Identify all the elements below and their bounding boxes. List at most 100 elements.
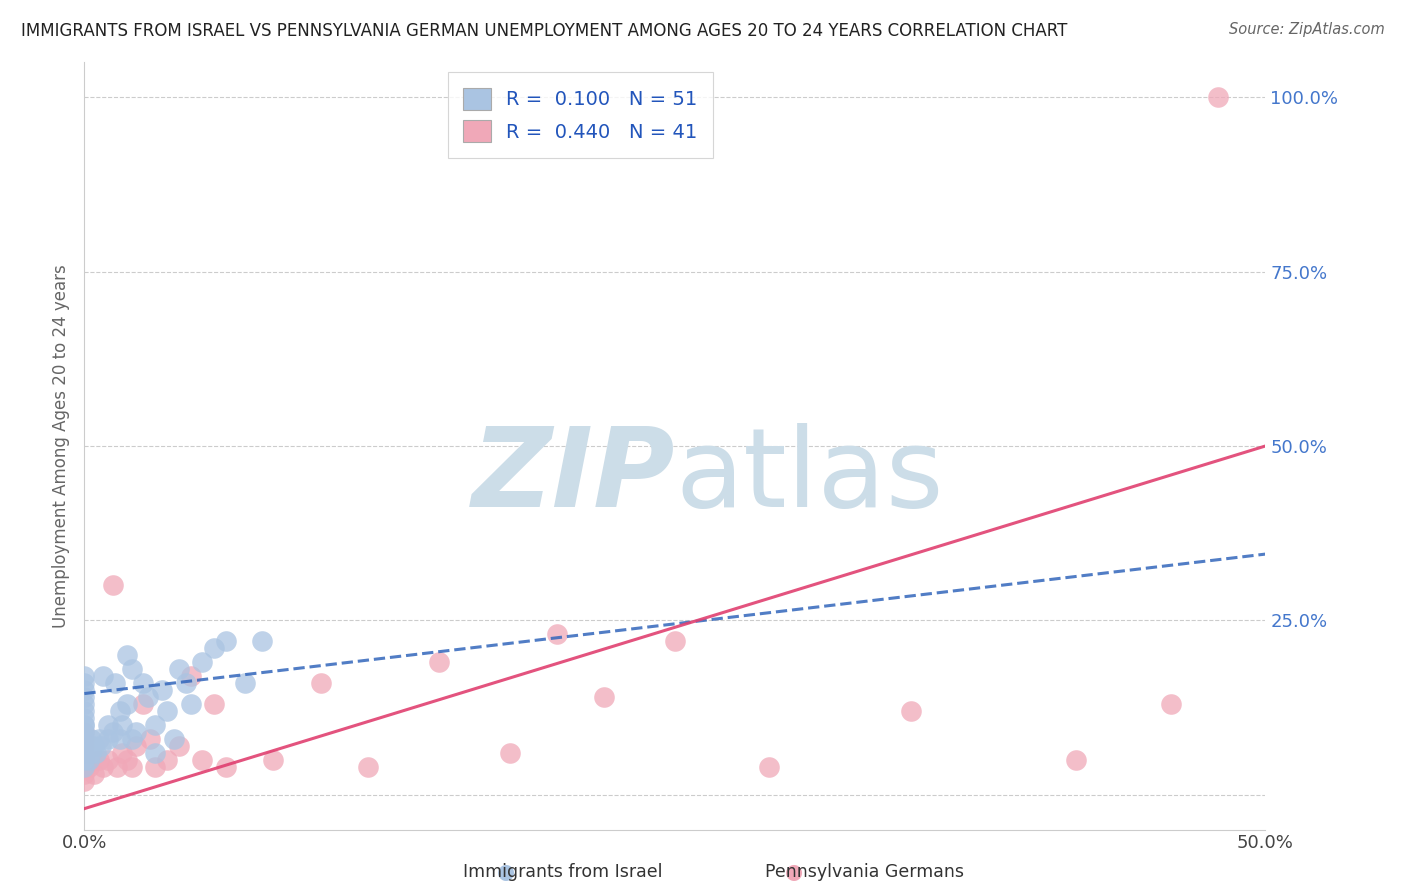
- Point: [77, 739, 100, 753]
- Point: [101, 578, 124, 592]
- Point: [136, 690, 159, 704]
- Point: [664, 634, 686, 648]
- Point: [73, 746, 96, 760]
- Text: Source: ZipAtlas.com: Source: ZipAtlas.com: [1229, 22, 1385, 37]
- Point: [108, 731, 131, 746]
- Point: [262, 753, 284, 767]
- Point: [97, 753, 120, 767]
- Point: [758, 760, 780, 774]
- Point: [73, 725, 96, 739]
- Point: [73, 697, 96, 711]
- Point: [357, 760, 380, 774]
- Point: [97, 731, 120, 746]
- Point: [180, 669, 202, 683]
- Point: [121, 760, 143, 774]
- Point: [87, 731, 110, 746]
- Point: [143, 718, 166, 732]
- Point: [73, 718, 96, 732]
- Text: IMMIGRANTS FROM ISRAEL VS PENNSYLVANIA GERMAN UNEMPLOYMENT AMONG AGES 20 TO 24 Y: IMMIGRANTS FROM ISRAEL VS PENNSYLVANIA G…: [21, 22, 1067, 40]
- Text: atlas: atlas: [675, 423, 943, 530]
- Point: [73, 773, 96, 788]
- Point: [101, 725, 124, 739]
- Point: [83, 766, 105, 780]
- Point: [139, 731, 162, 746]
- Point: [91, 669, 114, 683]
- Point: [1066, 753, 1088, 767]
- Point: [132, 697, 155, 711]
- Point: [180, 697, 202, 711]
- Point: [215, 760, 238, 774]
- Point: [125, 739, 148, 753]
- Point: [174, 676, 197, 690]
- Point: [546, 627, 568, 641]
- Text: ZIP: ZIP: [471, 423, 675, 530]
- Point: [156, 753, 179, 767]
- Point: [233, 676, 256, 690]
- Point: [163, 731, 186, 746]
- Point: [77, 753, 100, 767]
- Point: [191, 753, 214, 767]
- Point: [91, 760, 114, 774]
- Point: [80, 746, 103, 760]
- Point: [125, 725, 148, 739]
- Point: [111, 718, 134, 732]
- Point: [900, 704, 922, 718]
- Point: [115, 753, 138, 767]
- Point: [143, 746, 166, 760]
- Point: [1160, 697, 1182, 711]
- Y-axis label: Unemployment Among Ages 20 to 24 years: Unemployment Among Ages 20 to 24 years: [52, 264, 70, 628]
- Text: Pennsylvania Germans: Pennsylvania Germans: [765, 863, 965, 881]
- Text: ●: ●: [786, 863, 803, 882]
- Point: [250, 634, 273, 648]
- Point: [115, 648, 138, 663]
- Point: [115, 697, 138, 711]
- Point: [80, 731, 103, 746]
- Point: [73, 753, 96, 767]
- Point: [215, 634, 238, 648]
- Point: [73, 766, 96, 780]
- Point: [202, 697, 225, 711]
- Point: [73, 690, 96, 704]
- Point: [107, 760, 129, 774]
- Point: [150, 683, 173, 698]
- Point: [73, 739, 96, 753]
- Point: [73, 760, 96, 774]
- Point: [83, 739, 105, 753]
- Point: [309, 676, 332, 690]
- Point: [108, 704, 131, 718]
- Point: [77, 760, 100, 774]
- Point: [73, 731, 96, 746]
- Point: [73, 760, 96, 774]
- Point: [73, 731, 96, 746]
- Point: [1206, 90, 1229, 104]
- Point: [87, 753, 110, 767]
- Point: [84, 746, 107, 760]
- Point: [191, 655, 214, 669]
- Text: ●: ●: [498, 863, 515, 882]
- Point: [167, 662, 190, 676]
- Point: [111, 746, 134, 760]
- Point: [97, 718, 120, 732]
- Point: [73, 676, 96, 690]
- Point: [202, 641, 225, 656]
- Point: [143, 760, 166, 774]
- Point: [73, 704, 96, 718]
- Point: [104, 676, 127, 690]
- Point: [167, 739, 190, 753]
- Point: [73, 711, 96, 725]
- Text: Immigrants from Israel: Immigrants from Israel: [463, 863, 662, 881]
- Point: [121, 731, 143, 746]
- Point: [427, 655, 450, 669]
- Point: [90, 739, 112, 753]
- Point: [73, 718, 96, 732]
- Point: [593, 690, 616, 704]
- Point: [73, 683, 96, 698]
- Point: [73, 753, 96, 767]
- Point: [121, 662, 143, 676]
- Legend: R =  0.100   N = 51, R =  0.440   N = 41: R = 0.100 N = 51, R = 0.440 N = 41: [449, 72, 713, 158]
- Point: [73, 739, 96, 753]
- Point: [156, 704, 179, 718]
- Point: [73, 669, 96, 683]
- Point: [73, 725, 96, 739]
- Point: [132, 676, 155, 690]
